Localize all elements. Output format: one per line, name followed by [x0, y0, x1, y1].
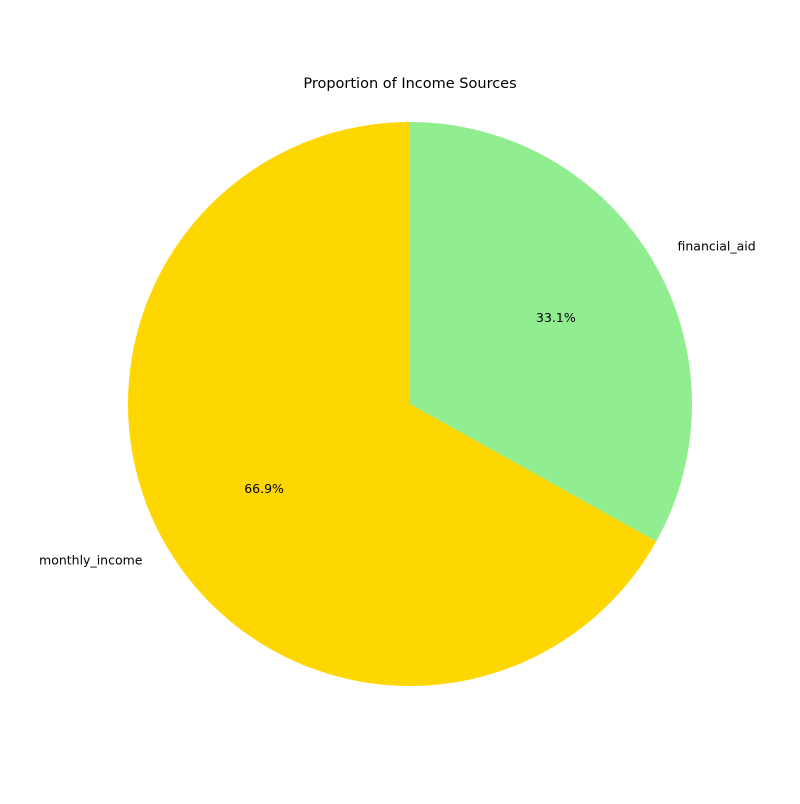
chart-title: Proportion of Income Sources	[303, 76, 516, 92]
slices-layer	[127, 122, 692, 686]
pie-slice-financial-aid	[410, 122, 692, 542]
slice-percent-label-financial-aid: 33.1%	[536, 310, 576, 325]
slice-label-financial-aid: financial_aid	[677, 238, 755, 253]
slice-percent-label-monthly-income: 66.9%	[244, 481, 284, 496]
pie-slice-monthly-income	[127, 122, 657, 686]
labels-layer: monthly_income 66.9% financial_aid 33.1%	[39, 238, 756, 567]
slice-label-monthly-income: monthly_income	[39, 553, 143, 568]
